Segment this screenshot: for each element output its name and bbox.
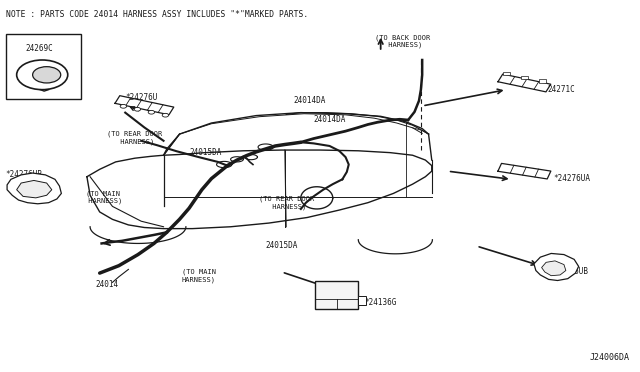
Bar (315, 281, 358, 309)
Circle shape (120, 105, 127, 108)
Polygon shape (17, 180, 52, 198)
Text: (TO REAR DOOR
 HARNESS): (TO REAR DOOR HARNESS) (107, 131, 163, 145)
Circle shape (17, 60, 68, 90)
Text: *24276UB: *24276UB (6, 170, 43, 179)
Text: (TO BACK DOOR
 HARNESS): (TO BACK DOOR HARNESS) (376, 35, 431, 48)
Text: (TO MAIN
HARNESS): (TO MAIN HARNESS) (182, 269, 216, 283)
Text: *24276UA: *24276UA (553, 174, 590, 183)
Text: (TO MAIN
 HARNESS): (TO MAIN HARNESS) (84, 190, 122, 204)
Circle shape (33, 67, 61, 83)
Text: *24276UB: *24276UB (551, 267, 588, 276)
Polygon shape (7, 173, 61, 204)
Circle shape (148, 110, 155, 114)
Polygon shape (541, 261, 566, 276)
Text: J24006DA: J24006DA (589, 353, 630, 362)
Text: 24014DA: 24014DA (293, 96, 326, 105)
Text: 24014: 24014 (95, 280, 118, 289)
Text: 24014DA: 24014DA (314, 115, 346, 124)
Circle shape (162, 113, 168, 117)
Bar (502, 72, 510, 76)
Text: 24015DA: 24015DA (266, 241, 298, 250)
Text: (TO REAR DOOR
 HARNESS): (TO REAR DOOR HARNESS) (259, 196, 314, 210)
Text: *24276U: *24276U (125, 93, 157, 102)
Bar (520, 76, 528, 79)
Bar (6, 34, 81, 99)
Text: 24271C: 24271C (547, 85, 575, 94)
Bar (358, 296, 366, 305)
Circle shape (134, 108, 141, 111)
Polygon shape (534, 253, 579, 280)
Text: *24136G: *24136G (365, 298, 397, 307)
Bar (538, 79, 546, 83)
Text: 24015DA: 24015DA (189, 148, 221, 157)
Text: NOTE : PARTS CODE 24014 HARNESS ASSY INCLUDES "*"MARKED PARTS.: NOTE : PARTS CODE 24014 HARNESS ASSY INC… (6, 10, 308, 19)
Text: 24269C: 24269C (25, 44, 52, 53)
